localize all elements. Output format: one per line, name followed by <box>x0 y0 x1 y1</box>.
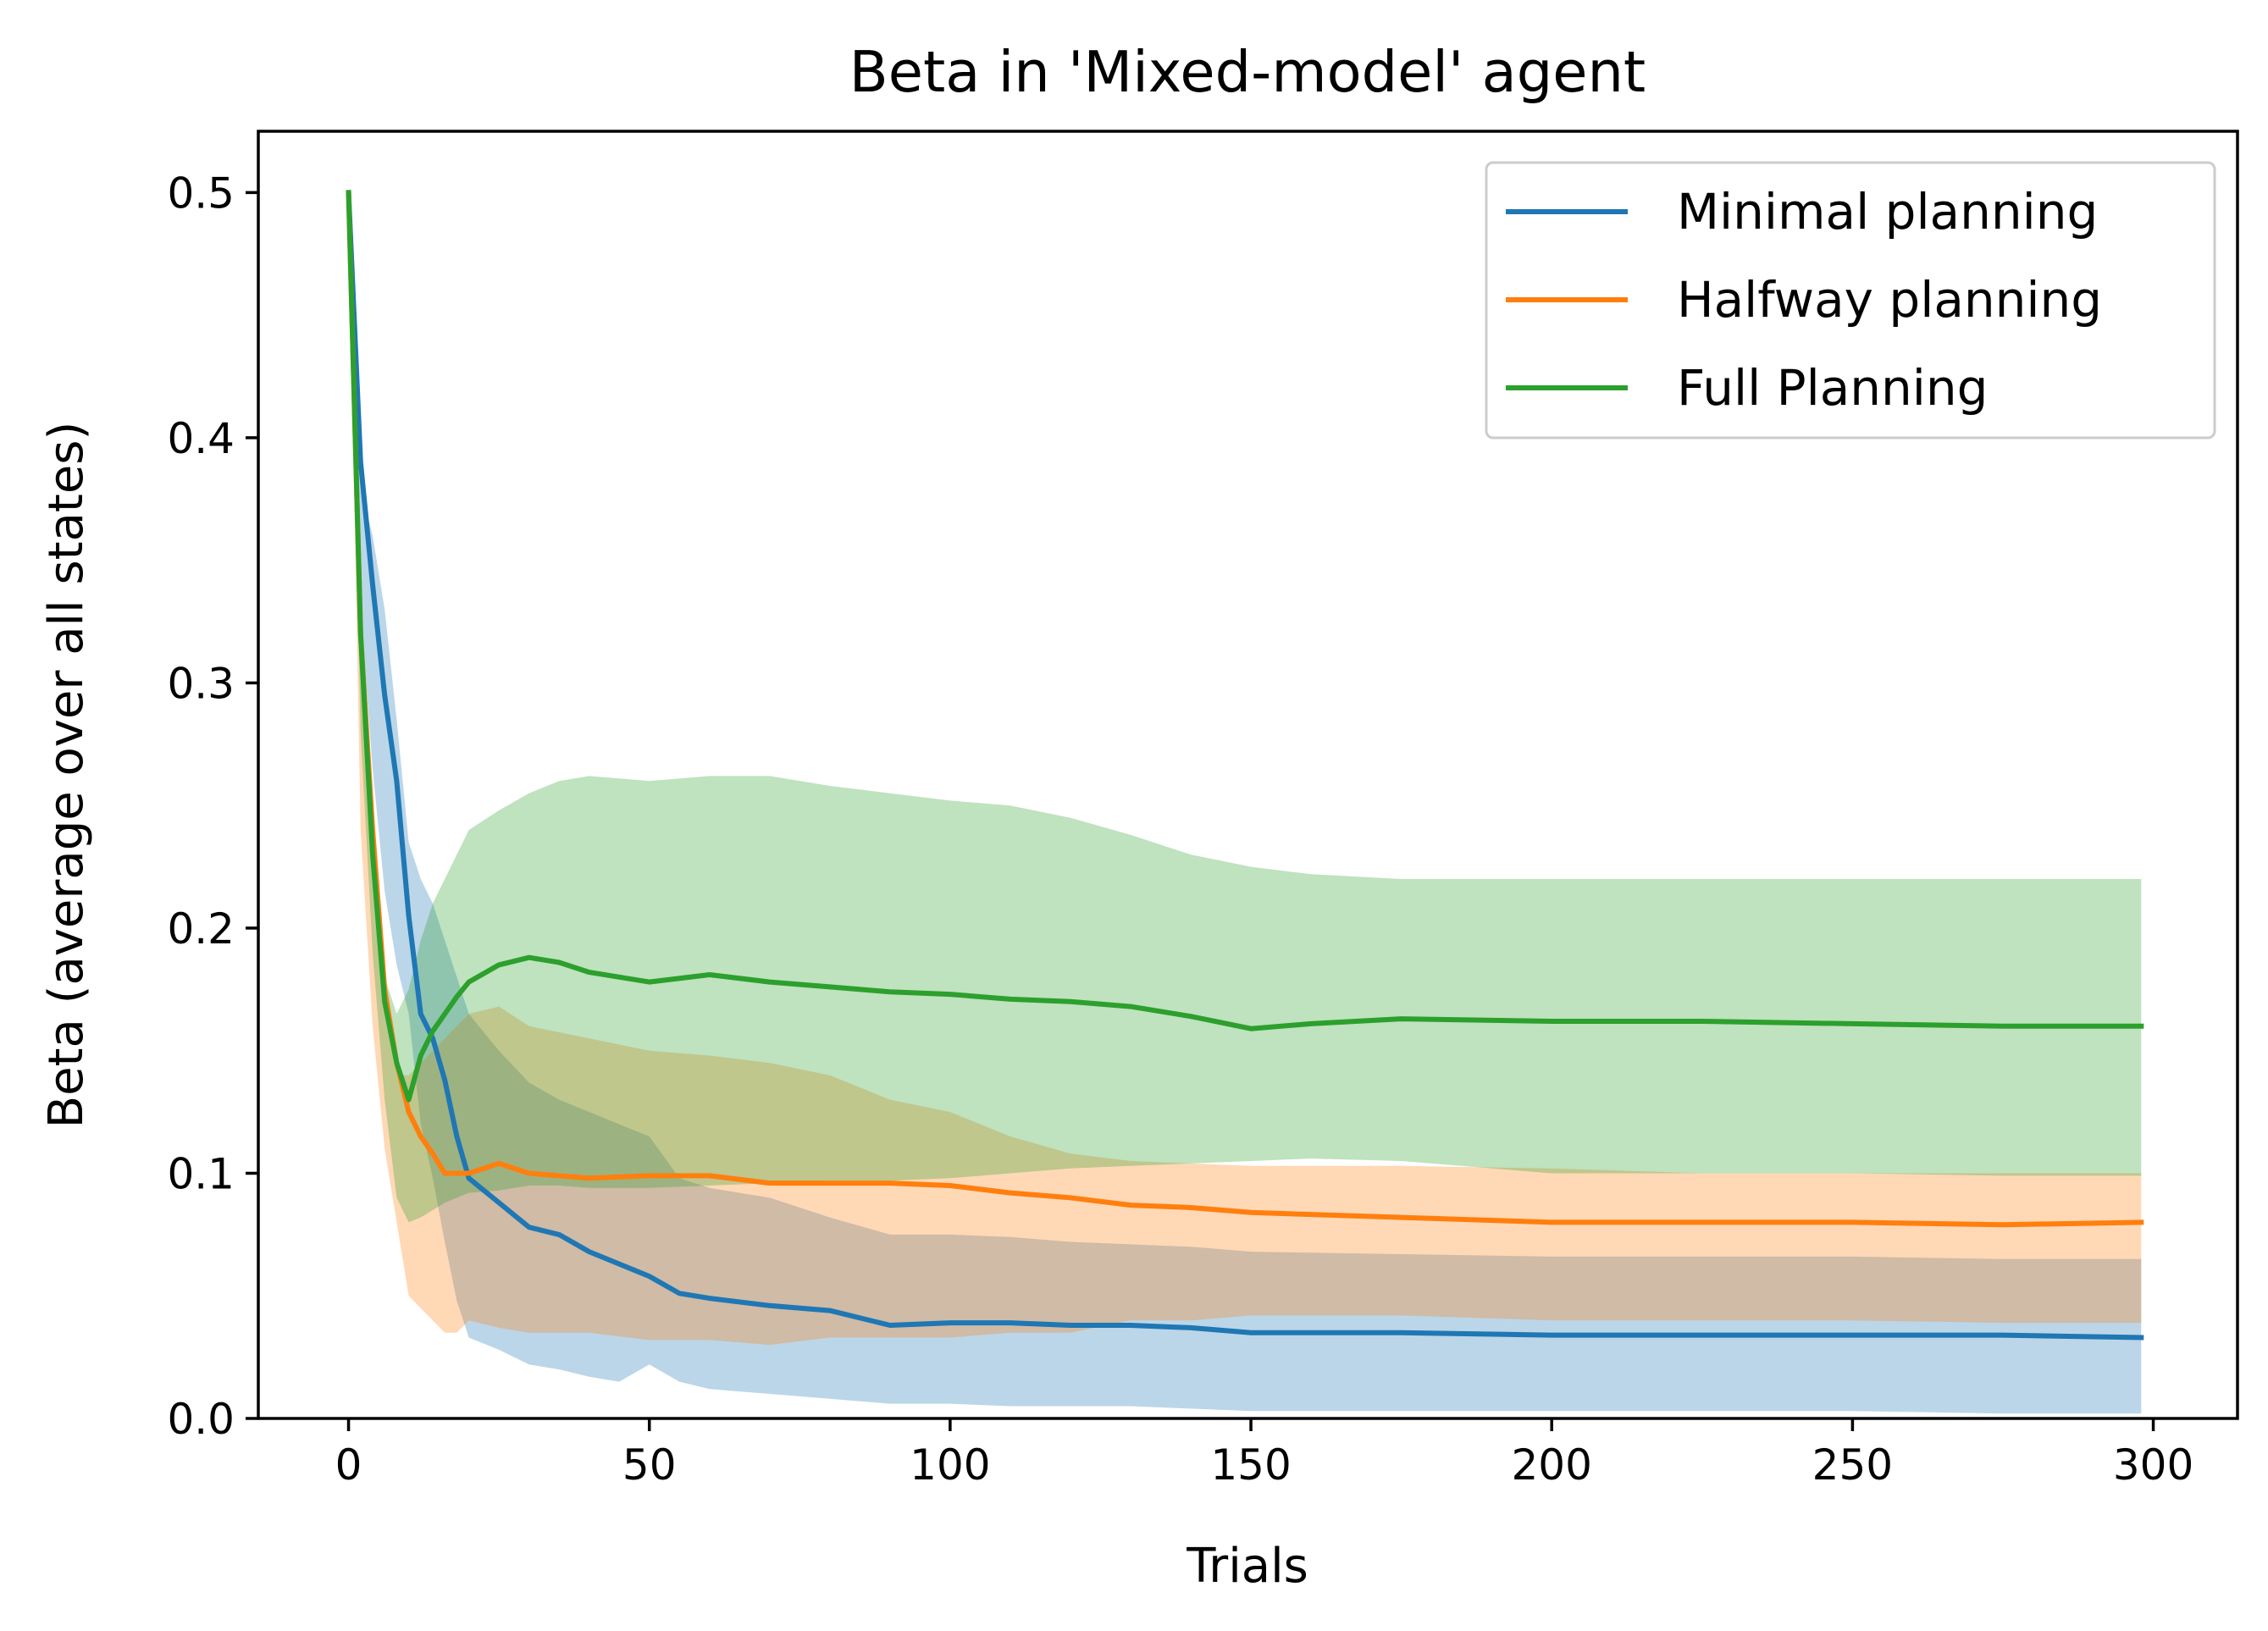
chart-title: Beta in 'Mixed-model' agent <box>849 39 1646 105</box>
y-axis-label: Beta (average over all states) <box>39 422 94 1129</box>
band-series-1 <box>348 192 2142 1414</box>
x-tick-label: 300 <box>2113 1440 2193 1490</box>
legend: Minimal planning Halfway planning Full Pla… <box>1485 161 2216 440</box>
x-tick-label: 250 <box>1812 1440 1893 1490</box>
legend-box <box>1485 161 2216 440</box>
x-tick-label: 100 <box>910 1440 990 1490</box>
x-tick-label: 150 <box>1210 1440 1291 1490</box>
series-lines <box>346 190 2144 1341</box>
x-tick-label: 0 <box>335 1440 362 1490</box>
y-tick-label: 0.1 <box>167 1149 235 1198</box>
legend-label: Minimal planning <box>1677 183 2098 241</box>
band-series-3 <box>348 192 2142 1223</box>
line-series-2 <box>346 190 2144 1228</box>
confidence-bands <box>348 192 2142 1414</box>
line-series-1 <box>346 190 2144 1341</box>
x-tick-label: 50 <box>622 1440 677 1490</box>
plot-frame <box>257 130 2239 1420</box>
line-series-3 <box>346 190 2144 1103</box>
x-axis-ticks: 0 50 100 150 200 250 300 <box>335 1418 2193 1490</box>
legend-label: Halfway planning <box>1677 271 2102 329</box>
legend-label: Full Planning <box>1677 359 1988 417</box>
y-tick-label: 0.4 <box>167 414 235 463</box>
x-tick-label: 200 <box>1512 1440 1592 1490</box>
band-series-2 <box>348 192 2142 1346</box>
y-tick-label: 0.0 <box>167 1395 235 1444</box>
y-tick-label: 0.2 <box>167 904 235 954</box>
y-tick-label: 0.3 <box>167 659 235 708</box>
y-axis-ticks: 0.0 0.1 0.2 0.3 0.4 0.5 <box>167 169 258 1444</box>
y-tick-label: 0.5 <box>167 169 235 218</box>
x-axis-label: Trials <box>1186 1539 1308 1594</box>
